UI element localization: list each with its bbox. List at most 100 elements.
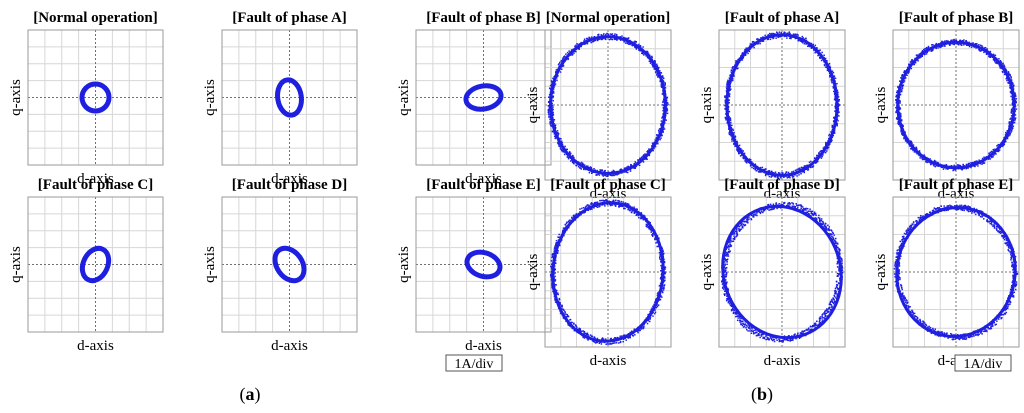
trajectory-point [1008,74,1011,76]
trajectory-point [767,38,769,41]
trajectory-point [731,124,733,127]
trajectory-point [626,171,629,174]
trajectory-point [559,147,562,149]
trajectory-point [1002,62,1004,65]
trajectory-point [646,50,648,53]
trajectory-point [567,57,569,60]
trajectory-point [646,52,649,54]
trajectory-point [554,137,557,140]
trajectory-point [571,161,574,164]
trajectory-point [808,161,811,164]
trajectory-point [749,159,752,161]
trajectory-point [626,42,629,45]
trajectory-point [780,31,783,34]
trajectory-point [638,43,640,46]
trajectory-point [549,120,551,123]
trajectory-point [578,48,580,51]
trajectory-point [598,38,600,41]
trajectory-point [621,169,623,171]
plot-frame [544,29,672,181]
trajectory-point [914,61,916,64]
plot-title: [Normal operation] [546,10,671,26]
trajectory-point [642,46,644,48]
trajectory-point [602,175,605,177]
trajectory-point [924,48,926,50]
trajectory-point [556,79,558,82]
trajectory-point [898,108,901,111]
trajectory-point [627,43,630,45]
trajectory-point [561,141,563,144]
trajectory-point [832,71,835,74]
plot-frame [221,196,358,333]
trajectory-point [571,160,574,163]
trajectory-point [903,71,905,74]
trajectory-point [554,83,557,85]
trajectory-point [659,80,661,82]
x-axis-label: d-axis [77,171,114,187]
trajectory-point [937,47,939,49]
trajectory-point [1003,64,1005,66]
trajectory-point [918,57,921,59]
trajectory-point [992,59,995,61]
trajectory-point [944,40,946,42]
trajectory-point [567,157,570,160]
trajectory-point [619,39,622,41]
trajectory-point [662,98,665,101]
trajectory-point [755,169,758,172]
trajectory-point [627,37,629,40]
trajectory-point [900,90,903,93]
trajectory-point [730,122,732,124]
trajectory-point [935,42,938,45]
trajectory-point [932,48,934,51]
trajectory-point [775,37,777,39]
trajectory-point [609,33,612,35]
trajectory-point [805,165,807,167]
trajectory-point [999,67,1001,69]
trajectory-point [916,59,919,61]
trajectory-point [901,89,903,91]
y-axis-label: q-axis [396,79,412,116]
trajectory-point [828,72,831,75]
trajectory-point [745,47,747,49]
trajectory-point [820,150,823,152]
trajectory-point [660,123,662,126]
trajectory-point [587,166,590,169]
trajectory-point [902,84,905,86]
trajectory-point [653,66,656,69]
trajectory-point [834,103,837,105]
trajectory-point [596,174,598,176]
trajectory-point [772,32,775,35]
trajectory-point [797,39,799,42]
trajectory-point [733,143,735,146]
trajectory-point [831,70,834,72]
trajectory-point [562,57,564,59]
trajectory-point [651,145,653,147]
trajectory-point [568,50,570,52]
trajectory-point [792,170,795,173]
trajectory-point [944,45,946,47]
trajectory-point [800,168,803,170]
trajectory-point [663,128,666,130]
trajectory-point [1009,86,1011,89]
trajectory-point [657,66,660,69]
trajectory-point [744,159,747,162]
trajectory-point [992,53,995,56]
trajectory-point [734,136,736,138]
trajectory-point [984,46,987,49]
trajectory-point [951,39,953,41]
trajectory-point [734,145,736,147]
trajectory-point [635,48,638,50]
trajectory-point [607,175,609,178]
trajectory-point [566,156,568,158]
trajectory-point [729,89,731,91]
trajectory-point [901,74,903,76]
trajectory-point [816,160,819,163]
x-axis-label: d-axis [590,186,627,202]
trajectory-point [590,41,592,44]
trajectory-point [961,40,963,42]
trajectory-point [741,59,744,61]
trajectory-point [798,174,800,176]
trajectory-point [565,53,567,55]
trajectory-point [613,174,615,177]
trajectory-point [560,140,563,142]
